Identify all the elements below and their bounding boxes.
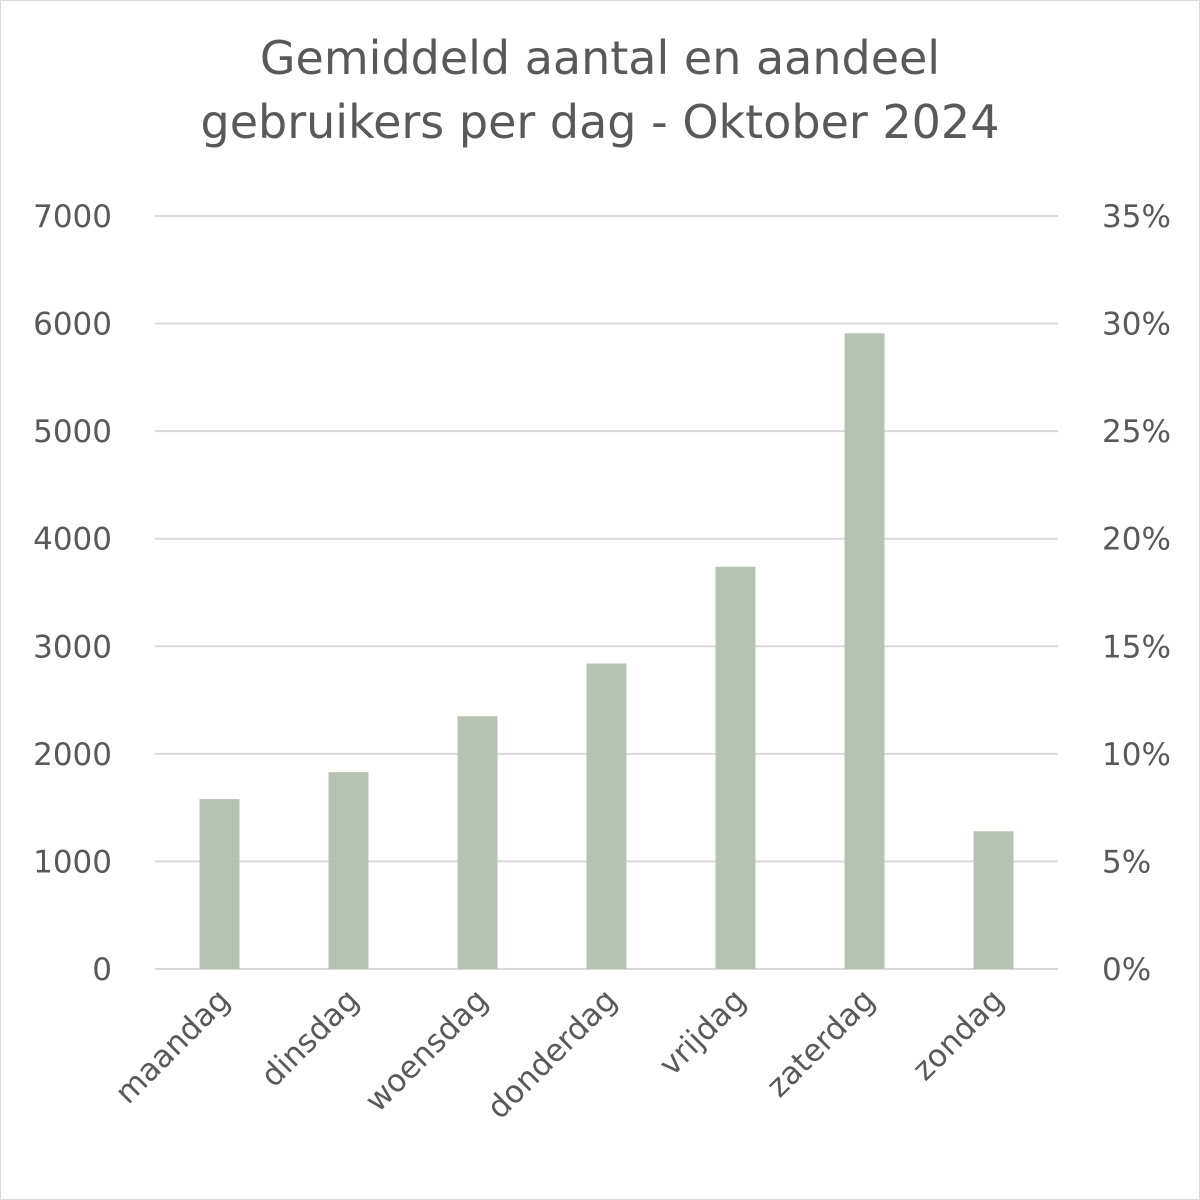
- x-tick-label: vrijdag: [652, 982, 753, 1083]
- chart-title-line-2: gebruikers per dag - Oktober 2024: [200, 95, 1000, 149]
- x-tick-label: woensdag: [358, 982, 495, 1119]
- y2-tick-label: 35%: [1102, 199, 1171, 235]
- bar-donderdag: [586, 663, 627, 969]
- bar-zondag: [973, 831, 1014, 969]
- y2-tick-label: 20%: [1102, 522, 1171, 558]
- y-tick-label: 1000: [33, 844, 112, 880]
- bar-zaterdag: [844, 333, 885, 969]
- y2-tick-label: 0%: [1102, 952, 1151, 988]
- x-tick-label: maandag: [108, 982, 237, 1111]
- y-tick-label: 4000: [33, 522, 112, 558]
- y2-tick-label: 30%: [1102, 307, 1171, 343]
- bars: [199, 333, 1014, 969]
- y-tick-label: 2000: [33, 737, 112, 773]
- chart-title-line-1: Gemiddeld aantal en aandeel: [259, 31, 941, 85]
- y2-tick-label: 15%: [1102, 629, 1171, 665]
- bar-vrijdag: [715, 566, 756, 969]
- bar-woensdag: [457, 716, 498, 969]
- y2-tick-label: 5%: [1102, 844, 1151, 880]
- x-tick-label: dinsdag: [254, 982, 366, 1094]
- y-tick-label: 5000: [33, 414, 112, 450]
- y-tick-label: 7000: [33, 199, 112, 235]
- y2-tick-label: 10%: [1102, 737, 1171, 773]
- y-tick-label: 6000: [33, 307, 112, 343]
- x-tick-label: zondag: [906, 982, 1012, 1088]
- y-tick-label: 0: [92, 952, 112, 988]
- x-tick-label: donderdag: [480, 982, 624, 1126]
- x-tick-label: zaterdag: [760, 982, 882, 1104]
- y-axis-left: 0 1000 2000 3000 4000 5000 6000 7000: [33, 199, 112, 988]
- y2-tick-label: 25%: [1102, 414, 1171, 450]
- y-tick-label: 3000: [33, 629, 112, 665]
- bar-dinsdag: [328, 772, 369, 969]
- y-axis-right: 0% 5% 10% 15% 20% 25% 30% 35%: [1102, 199, 1171, 988]
- chart-title: Gemiddeld aantal en aandeel gebruikers p…: [0, 26, 1200, 154]
- bar-maandag: [199, 799, 240, 969]
